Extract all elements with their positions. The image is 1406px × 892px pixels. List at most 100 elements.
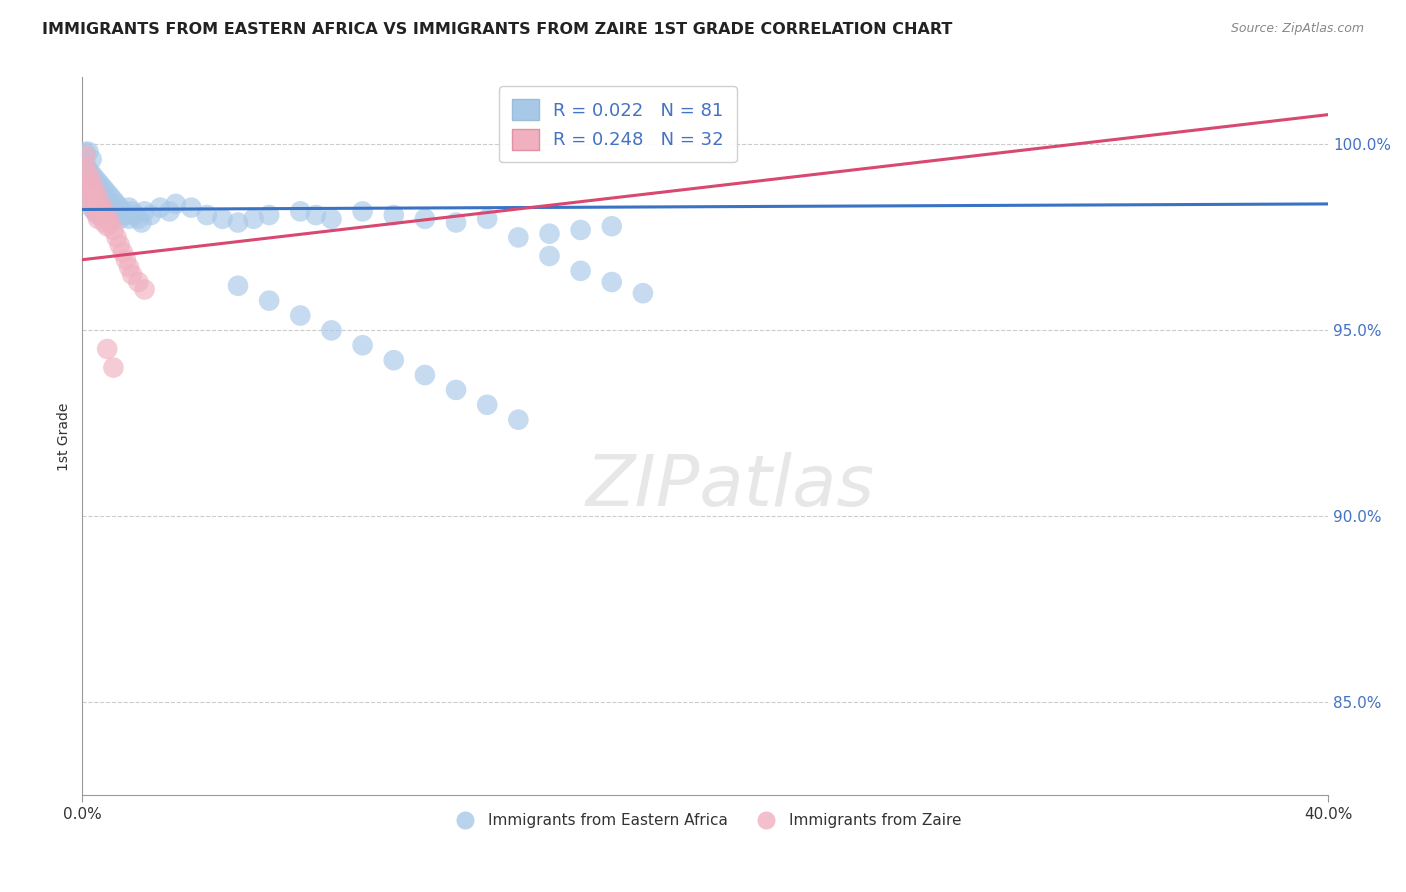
Point [508,412,530,426]
Point [118,211,141,226]
Point [352,338,374,352]
Point [93,215,115,229]
Point [93,193,115,207]
Point [127,211,149,226]
Point [477,398,499,412]
Point [105,230,128,244]
Point [77,167,100,181]
Point [75,156,97,170]
Point [77,178,100,193]
Point [111,204,134,219]
Point [83,182,105,196]
Point [87,201,110,215]
Point [600,219,623,234]
Point [83,182,105,196]
Point [77,175,100,189]
Point [108,211,131,226]
Y-axis label: 1st Grade: 1st Grade [58,402,72,471]
Point [90,201,112,215]
Point [211,211,233,226]
Point [77,189,100,203]
Point [352,204,374,219]
Point [103,223,125,237]
Point [108,237,131,252]
Point [77,163,100,178]
Point [87,208,110,222]
Point [508,230,530,244]
Point [257,208,280,222]
Point [290,204,312,219]
Point [93,182,115,196]
Point [226,215,249,229]
Point [87,175,110,189]
Point [75,148,97,162]
Point [131,215,153,229]
Point [80,178,103,193]
Point [413,211,436,226]
Point [83,193,105,207]
Point [80,197,103,211]
Point [600,275,623,289]
Point [124,208,146,222]
Point [77,145,100,159]
Point [83,204,105,219]
Point [226,278,249,293]
Point [382,353,405,368]
Point [134,283,156,297]
Point [87,189,110,203]
Point [96,219,118,234]
Point [444,383,467,397]
Point [96,186,118,200]
Point [165,197,187,211]
Point [180,201,202,215]
Point [195,208,218,222]
Point [80,189,103,203]
Point [477,211,499,226]
Text: Source: ZipAtlas.com: Source: ZipAtlas.com [1230,22,1364,36]
Point [382,208,405,222]
Point [105,197,128,211]
Point [83,193,105,207]
Point [83,170,105,185]
Point [127,275,149,289]
Point [80,186,103,200]
Point [103,193,125,207]
Point [121,268,143,282]
Point [98,215,121,229]
Point [105,208,128,222]
Point [90,197,112,211]
Legend: Immigrants from Eastern Africa, Immigrants from Zaire: Immigrants from Eastern Africa, Immigran… [443,807,967,834]
Text: IMMIGRANTS FROM EASTERN AFRICA VS IMMIGRANTS FROM ZAIRE 1ST GRADE CORRELATION CH: IMMIGRANTS FROM EASTERN AFRICA VS IMMIGR… [42,22,952,37]
Point [321,211,343,226]
Point [631,286,654,301]
Point [538,227,561,241]
Point [108,201,131,215]
Point [98,189,121,203]
Point [149,201,172,215]
Point [115,252,138,267]
Point [121,204,143,219]
Point [321,323,343,337]
Point [93,204,115,219]
Point [80,201,103,215]
Point [159,204,181,219]
Point [98,201,121,215]
Point [87,186,110,200]
Point [77,182,100,196]
Point [75,160,97,174]
Point [444,215,467,229]
Point [80,153,103,167]
Point [139,208,162,222]
Point [90,208,112,222]
Point [87,211,110,226]
Point [87,197,110,211]
Point [103,360,125,375]
Point [257,293,280,308]
Point [305,208,328,222]
Point [96,342,118,356]
Point [134,204,156,219]
Point [96,208,118,222]
Point [90,189,112,203]
Point [83,204,105,219]
Point [242,211,264,226]
